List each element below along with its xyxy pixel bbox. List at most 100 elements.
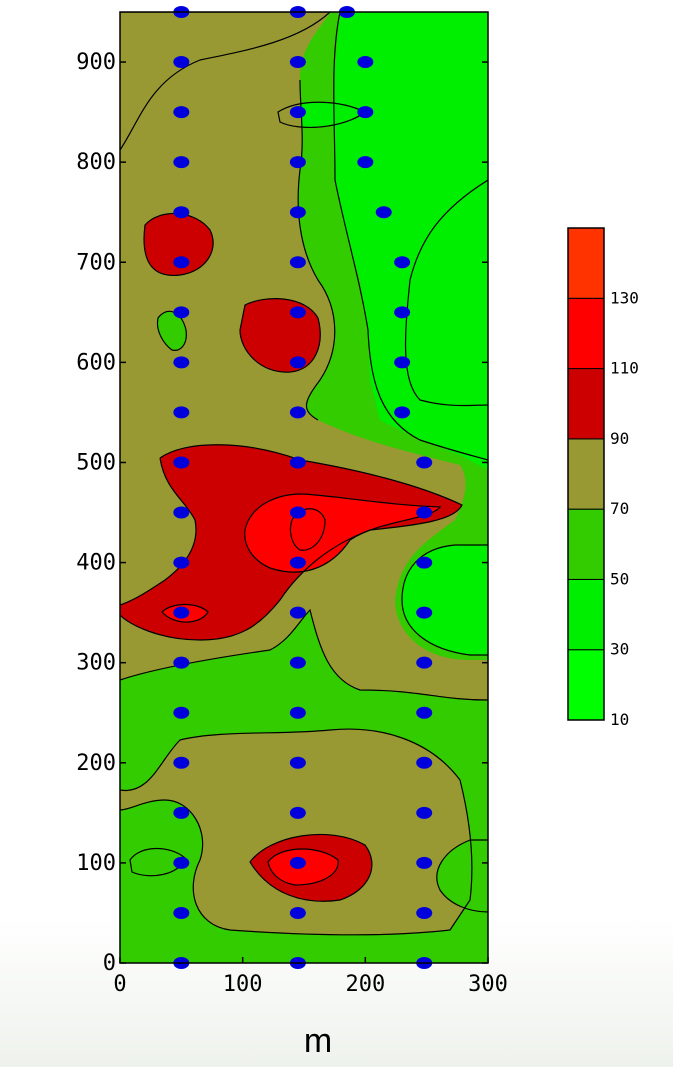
measurement-point [357,106,374,119]
x-tick-label: 0 [113,972,126,997]
contour-band-green-right-lower [436,840,488,912]
contour-line-red-core-left [161,603,209,623]
colorbar-segment [567,438,605,510]
contour-line-olive-upper [120,12,336,421]
y-axis: 0 100 200 300 400 500 600 700 800 900 [76,50,488,976]
measurement-point [416,656,433,669]
measurement-point [416,606,433,619]
measurement-point [416,906,433,919]
y-tick-label: 200 [76,751,116,776]
measurement-point [289,306,306,319]
y-tick-label: 900 [76,50,116,75]
measurement-point [289,556,306,569]
measurement-point [173,756,190,769]
colorbar-label: 30 [610,640,629,659]
contour-band-green-bubble-left [157,311,187,351]
measurement-point [416,456,433,469]
measurement-point [289,906,306,919]
measurement-point [289,606,306,619]
y-tick-label: 100 [76,851,116,876]
colorbar-label: 130 [610,288,639,307]
measurement-point [416,556,433,569]
measurement-point [173,306,190,319]
measurement-point [173,506,190,519]
measurement-point [289,856,306,869]
measurement-point [173,206,190,219]
measurement-point [289,56,306,69]
contour-band-olive-lower [120,729,472,935]
measurement-point [173,806,190,819]
colorbar-label: 10 [610,710,629,729]
measurement-point [394,406,411,419]
contour-fill-layer [120,12,488,963]
colorbar-frame [567,227,605,721]
measurement-point [173,156,190,169]
measurement-point [416,806,433,819]
contour-band-light-green-east [335,12,488,470]
x-tick-label: 200 [345,972,385,997]
contour-line-right-lower [436,839,488,913]
measurement-point [173,906,190,919]
measurement-point [289,756,306,769]
measurement-point [173,856,190,869]
measurement-point [173,406,190,419]
measurement-point [357,56,374,69]
measurement-point [173,256,190,269]
contour-line-east-inner [404,179,488,407]
measurement-point [289,256,306,269]
contour-band-green-bubble-low-left [130,848,185,876]
y-tick-label: 400 [76,551,116,576]
x-tick-label: 100 [223,972,263,997]
contour-line-upper-left [120,12,331,151]
y-tick-label: 0 [103,951,116,976]
measurement-point [289,656,306,669]
measurement-point [394,256,411,269]
colorbar-label: 90 [610,429,629,448]
x-axis-title: m [304,1022,332,1060]
y-tick-label: 300 [76,651,116,676]
contour-line-olive-lower [120,728,473,936]
measurement-point [416,506,433,519]
measurement-point [289,456,306,469]
y-tick-label: 600 [76,350,116,375]
measurement-point [289,156,306,169]
colorbar: 10 30 50 70 90 110 130 [567,227,639,729]
measurement-point [416,856,433,869]
measurement-point [173,106,190,119]
contour-band-dark-red-upper-left [144,213,214,276]
colorbar-label: 110 [610,359,639,378]
contour-line-bubble-right [401,544,488,656]
contour-line-east [333,12,488,461]
contour-line-red-upper-mid [239,298,321,373]
colorbar-segment [567,227,605,299]
measurement-point [173,456,190,469]
colorbar-segment [567,368,605,440]
measurement-point [289,356,306,369]
contour-line-red-core-central-inner [289,508,326,551]
contour-line-layer [120,12,488,936]
x-tick-label: 300 [468,972,508,997]
colorbar-segment [567,578,605,651]
measurement-point [357,156,374,169]
measurement-point [289,206,306,219]
contour-line-red-core-lower [267,848,339,886]
measurement-point [173,706,190,719]
measurement-point [416,756,433,769]
y-tick-label: 800 [76,150,116,175]
measurement-point [394,306,411,319]
measurement-point [173,556,190,569]
contour-line-red-lower [249,833,373,902]
measurement-point [173,356,190,369]
colorbar-segment [567,297,605,370]
measurement-point [394,356,411,369]
measurement-point [173,656,190,669]
measurement-point [173,56,190,69]
y-tick-label: 700 [76,250,116,275]
measurement-points [173,6,433,969]
measurement-point [289,406,306,419]
colorbar-segment [567,508,605,580]
measurement-point [173,606,190,619]
colorbar-label: 50 [610,569,629,588]
